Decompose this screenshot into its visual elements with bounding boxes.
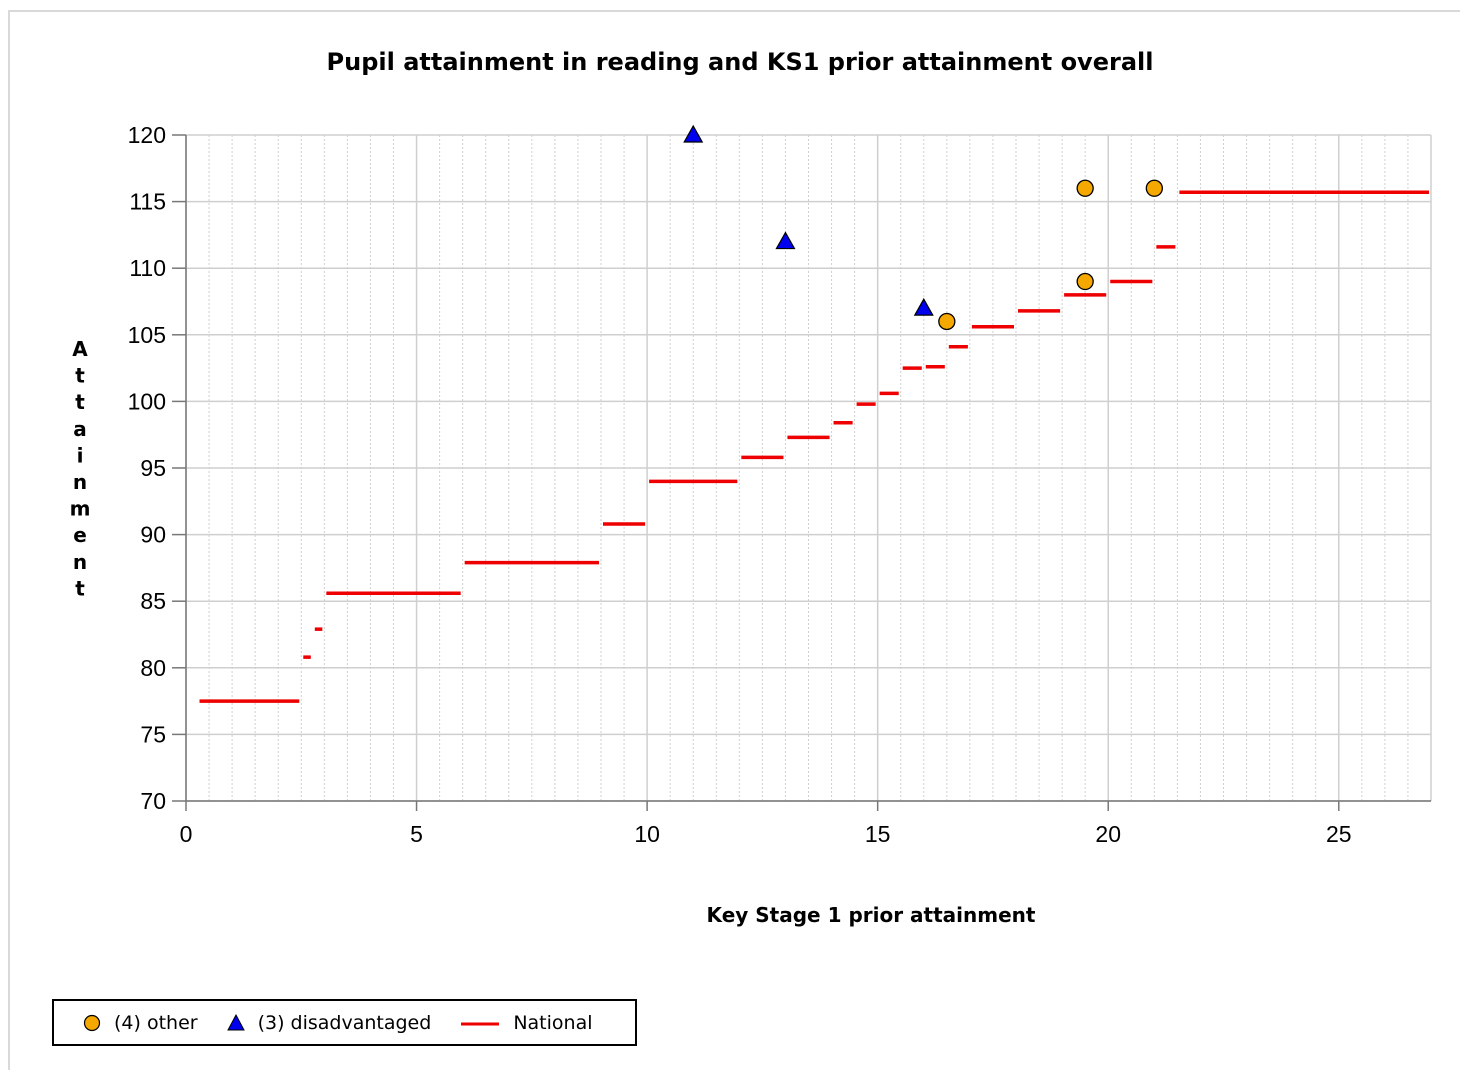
legend-item-national: National [459, 1011, 593, 1034]
legend-label-other: (4) other [114, 1011, 198, 1034]
x-tick-label: 25 [1326, 821, 1352, 847]
y-tick-label: 120 [128, 122, 166, 148]
y-tick-label: 75 [140, 721, 166, 747]
legend-item-disadvantaged: (3) disadvantaged [226, 1011, 432, 1034]
x-axis-label: Key Stage 1 prior attainment [707, 903, 1036, 927]
circle-marker-icon [83, 1014, 101, 1031]
y-axis-label-letter: a [73, 417, 87, 441]
legend-item-other: (4) other [82, 1012, 198, 1034]
y-axis-label-letter: m [70, 497, 91, 521]
y-tick-label: 85 [140, 588, 166, 614]
other-point [1145, 179, 1163, 197]
y-axis-label-letter: A [72, 337, 88, 361]
x-tick-label: 10 [634, 821, 660, 847]
y-tick-label: 95 [140, 455, 166, 481]
y-tick-label: 90 [140, 522, 166, 548]
x-tick-label: 15 [865, 821, 891, 847]
y-tick-label: 100 [128, 388, 166, 414]
y-axis-label-letter: e [73, 523, 87, 547]
axes: 70 75 80 85 90 95 100 105 110 115 120 0 5 10 15 20 25 [128, 122, 1431, 847]
y-tick-label: 115 [129, 189, 166, 215]
disadvantaged-point [913, 297, 934, 316]
y-axis-label-letter: t [75, 390, 85, 414]
x-tick-label: 0 [180, 821, 193, 847]
chart-title: Pupil attainment in reading and KS1 prio… [327, 48, 1154, 76]
triangle-marker-icon [226, 1013, 245, 1030]
y-tick-label: 80 [140, 655, 166, 681]
other-point [1076, 272, 1094, 291]
legend: (4) other (3) disadvantaged National [52, 999, 637, 1046]
y-tick-label: 70 [140, 788, 166, 814]
y-tick-label: 105 [128, 322, 166, 348]
chart-frame [8, 10, 1460, 1070]
disadvantaged-point [775, 231, 796, 250]
legend-label-national: National [513, 1011, 593, 1034]
legend-label-disadvantaged: (3) disadvantaged [257, 1011, 432, 1034]
y-axis-label-letter: n [73, 470, 87, 494]
x-tick-label: 20 [1095, 821, 1121, 847]
other-point [938, 312, 956, 331]
x-tick-label: 5 [410, 821, 423, 847]
other-point [1076, 179, 1094, 197]
line-marker-icon [461, 1022, 500, 1025]
y-axis-label-letter: t [75, 576, 85, 600]
y-axis-label-letter: n [73, 550, 87, 574]
y-axis-label-letter: t [75, 364, 85, 388]
grid [185, 134, 1432, 802]
national-series [199, 190, 1429, 703]
y-axis-label-letter: i [77, 443, 84, 467]
y-tick-label: 110 [129, 255, 166, 281]
disadvantaged-point [683, 124, 704, 143]
markers [683, 124, 1163, 331]
